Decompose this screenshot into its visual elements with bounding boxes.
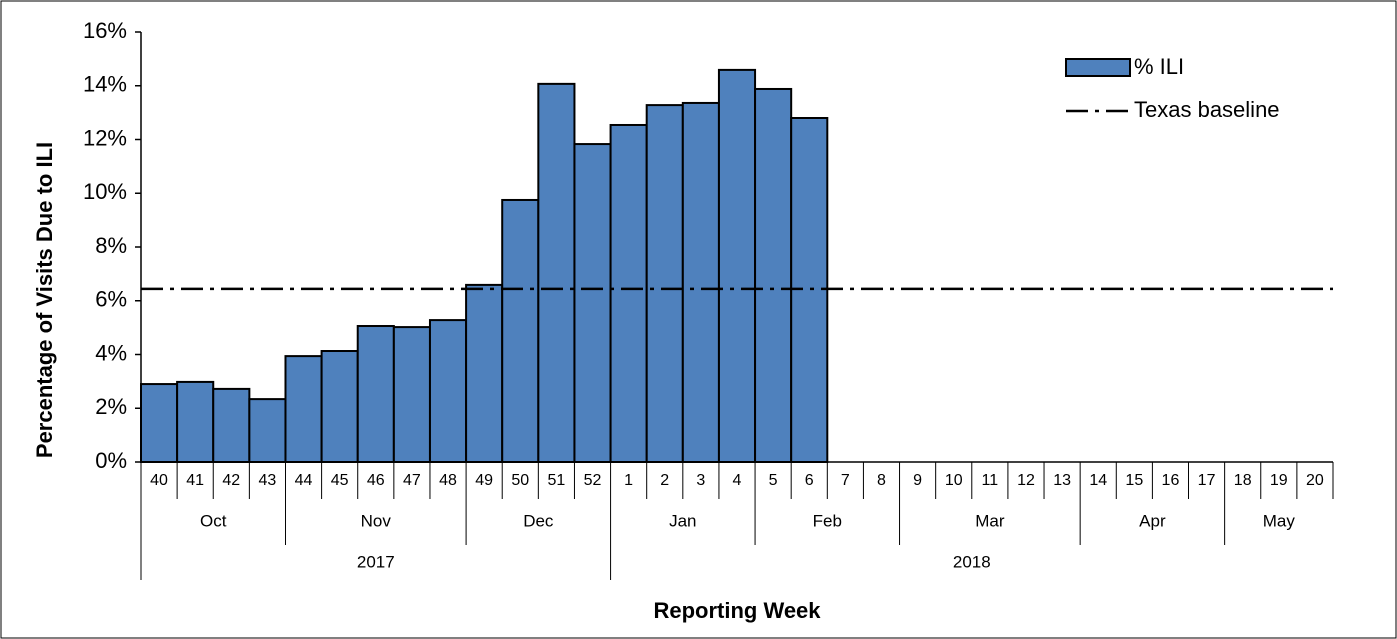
bar <box>465 283 504 463</box>
month-label: Apr <box>1139 511 1166 530</box>
month-label: Oct <box>200 511 227 530</box>
month-label: Feb <box>813 511 842 530</box>
x-tick-label: 41 <box>186 472 204 489</box>
x-tick-label: 18 <box>1234 472 1252 489</box>
y-tick-label: 2% <box>95 394 127 419</box>
x-tick-label: 19 <box>1270 472 1288 489</box>
bar <box>320 350 359 464</box>
legend-label: Texas baseline <box>1134 97 1280 122</box>
x-tick-label: 10 <box>945 472 963 489</box>
x-tick-label: 4 <box>733 472 742 489</box>
x-tick-label: 16 <box>1162 472 1180 489</box>
x-tick-label: 11 <box>982 472 999 489</box>
x-tick-label: 52 <box>584 472 602 489</box>
x-tick-label: 12 <box>1017 472 1035 489</box>
bar <box>284 355 323 463</box>
bar <box>573 143 612 463</box>
legend-swatch <box>1065 58 1131 77</box>
bar <box>356 325 395 464</box>
y-tick-label: 6% <box>95 287 127 312</box>
x-tick-label: 51 <box>547 472 565 489</box>
x-tick-label: 49 <box>475 472 493 489</box>
y-axis-title: Percentage of Visits Due to ILI <box>32 142 57 458</box>
x-tick-label: 44 <box>295 472 313 489</box>
y-tick-label: 8% <box>95 233 127 258</box>
bar <box>754 87 793 463</box>
month-label: Mar <box>975 511 1005 530</box>
x-tick-label: 1 <box>624 472 633 489</box>
x-tick-label: 2 <box>660 472 669 489</box>
y-tick-label: 0% <box>95 448 127 473</box>
bar <box>681 101 720 463</box>
x-tick-label: 48 <box>439 472 457 489</box>
x-tick-label: 14 <box>1089 472 1107 489</box>
x-tick-label: 8 <box>877 472 886 489</box>
x-tick-label: 20 <box>1306 472 1324 489</box>
x-tick-label: 42 <box>222 472 240 489</box>
year-label: 2017 <box>357 552 395 571</box>
x-tick-label: 5 <box>769 472 778 489</box>
bar <box>140 383 179 463</box>
x-tick-label: 7 <box>841 472 850 489</box>
month-label: May <box>1263 511 1296 530</box>
x-tick-label: 43 <box>259 472 277 489</box>
y-tick-label: 14% <box>83 72 127 97</box>
bar <box>428 319 468 463</box>
x-tick-label: 9 <box>913 472 922 489</box>
x-tick-label: 46 <box>367 472 385 489</box>
x-tick-label: 13 <box>1053 472 1071 489</box>
bar <box>501 198 540 463</box>
y-tick-label: 16% <box>83 18 127 43</box>
bar <box>248 398 287 463</box>
bar <box>645 104 684 463</box>
bar <box>212 387 251 463</box>
x-tick-label: 50 <box>511 472 529 489</box>
month-label: Nov <box>361 511 392 530</box>
month-label: Jan <box>669 511 696 530</box>
bar <box>176 380 215 464</box>
y-tick-label: 10% <box>83 179 127 204</box>
x-tick-label: 45 <box>331 472 349 489</box>
x-tick-label: 17 <box>1198 472 1216 489</box>
bar <box>392 326 431 463</box>
x-axis-title: Reporting Week <box>653 598 821 623</box>
bar <box>717 68 757 464</box>
x-tick-label: 15 <box>1125 472 1143 489</box>
x-tick-label: 3 <box>696 472 705 489</box>
y-tick-label: 12% <box>83 125 127 150</box>
bar <box>609 123 648 464</box>
month-label: Dec <box>523 511 554 530</box>
x-tick-label: 6 <box>805 472 814 489</box>
legend-label: % ILI <box>1134 54 1184 79</box>
bar <box>537 82 576 464</box>
y-tick-label: 4% <box>95 340 127 365</box>
x-tick-label: 40 <box>150 472 168 489</box>
year-label: 2018 <box>953 552 991 571</box>
x-tick-label: 47 <box>403 472 421 489</box>
